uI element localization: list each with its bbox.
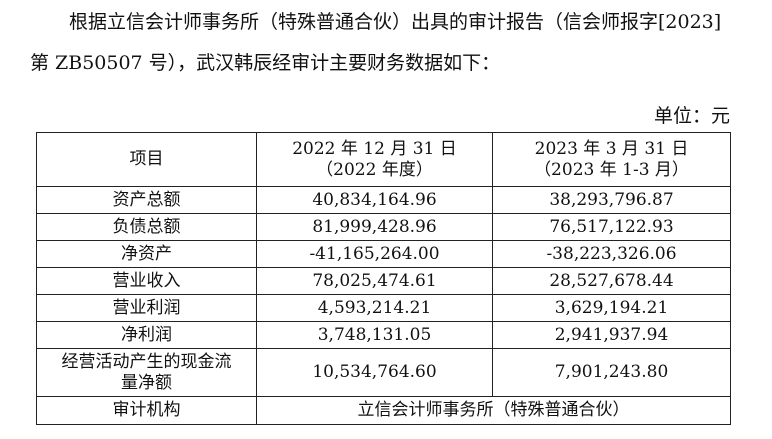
table-row: 经营活动产生的现金流 量净额 10,534,764.60 7,901,243.8… (36, 348, 731, 397)
financial-data-table: 项目 2022 年 12 月 31 日 （2022 年度） 2023 年 3 月… (36, 132, 731, 425)
row-label: 净利润 (36, 321, 257, 349)
auditor-row: 审计机构 立信会计师事务所（特殊普通合伙） (36, 396, 731, 425)
table-row: 负债总额 81,999,428.96 76,517,122.93 (36, 213, 731, 241)
row-value-2023: 2,941,937.94 (492, 321, 731, 349)
row-label: 经营活动产生的现金流 量净额 (36, 348, 257, 397)
header-2022-date: 2022 年 12 月 31 日 (292, 138, 457, 159)
row-label: 营业收入 (36, 267, 257, 295)
row-value-2023: 28,527,678.44 (492, 267, 731, 295)
row-label-line-1: 经营活动产生的现金流 (61, 351, 232, 372)
table-header-row: 项目 2022 年 12 月 31 日 （2022 年度） 2023 年 3 月… (36, 132, 731, 187)
header-2023-period: （2023 年 1-3 月） (534, 159, 689, 180)
row-value-2022: -41,165,264.00 (256, 240, 493, 268)
table-row: 资产总额 40,834,164.96 38,293,796.87 (36, 186, 731, 214)
row-value-2022: 40,834,164.96 (256, 186, 493, 214)
unit-label: 单位：元 (653, 105, 730, 127)
row-value-2023: 38,293,796.87 (492, 186, 731, 214)
row-label: 净资产 (36, 240, 257, 268)
header-2022: 2022 年 12 月 31 日 （2022 年度） (256, 132, 493, 187)
row-value-2022: 4,593,214.21 (256, 294, 493, 322)
row-label: 资产总额 (36, 186, 257, 214)
header-2023-date: 2023 年 3 月 31 日 (534, 138, 689, 159)
intro-paragraph: 根据立信会计师事务所（特殊普通合伙）出具的审计报告（信会师报字[2023] 第 … (30, 2, 750, 84)
auditor-label: 审计机构 (36, 396, 257, 425)
row-label: 负债总额 (36, 213, 257, 241)
row-label: 营业利润 (36, 294, 257, 322)
header-2022-period: （2022 年度） (316, 159, 433, 180)
table-row: 营业利润 4,593,214.21 3,629,194.21 (36, 294, 731, 322)
row-value-2023: 76,517,122.93 (492, 213, 731, 241)
row-value-2022: 3,748,131.05 (256, 321, 493, 349)
intro-line-1: 根据立信会计师事务所（特殊普通合伙）出具的审计报告（信会师报字[2023] (69, 11, 722, 33)
table-row: 营业收入 78,025,474.61 28,527,678.44 (36, 267, 731, 295)
row-value-2022: 10,534,764.60 (256, 348, 493, 397)
header-2023: 2023 年 3 月 31 日 （2023 年 1-3 月） (492, 132, 731, 187)
table-row: 净利润 3,748,131.05 2,941,937.94 (36, 321, 731, 349)
row-value-2022: 78,025,474.61 (256, 267, 493, 295)
row-value-2023: 3,629,194.21 (492, 294, 731, 322)
intro-line-2: 第 ZB50507 号），武汉韩辰经审计主要财务数据如下： (30, 52, 501, 74)
row-value-2023: -38,223,326.06 (492, 240, 731, 268)
auditor-value: 立信会计师事务所（特殊普通合伙） (256, 396, 731, 425)
table-row: 净资产 -41,165,264.00 -38,223,326.06 (36, 240, 731, 268)
row-value-2023: 7,901,243.80 (492, 348, 731, 397)
row-value-2022: 81,999,428.96 (256, 213, 493, 241)
header-item: 项目 (36, 132, 257, 187)
row-label-line-2: 量净额 (121, 372, 172, 393)
